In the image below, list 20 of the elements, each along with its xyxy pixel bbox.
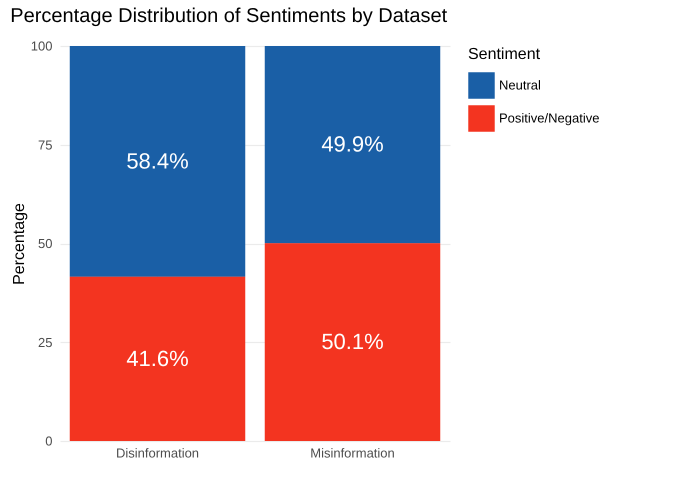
bar [264,46,440,244]
y-tick-label: 0 [45,434,52,448]
legend-title: Sentiment [468,46,541,63]
x-tick-label: Disinformation [116,446,200,460]
data-label: 58.4% [126,148,189,174]
y-tick-label: 50 [38,236,52,251]
y-tick-label: 75 [38,137,52,152]
bar [264,243,440,441]
bar [70,46,246,277]
y-tick-label: 25 [38,334,52,350]
legend-label: Positive/Negative [499,110,600,126]
x-tick-label: Misinformation [310,446,395,460]
bar [70,276,246,441]
legend-label: Neutral [499,78,542,92]
chart-title: Percentage Distribution of Sentiments by Dataset [10,5,448,27]
y-tick-label: 100 [30,38,52,54]
y-axis-title: Percentage [10,202,28,285]
data-label: 49.9% [321,132,384,157]
data-label: 41.6% [126,346,189,371]
data-label: 50.1% [321,329,384,354]
